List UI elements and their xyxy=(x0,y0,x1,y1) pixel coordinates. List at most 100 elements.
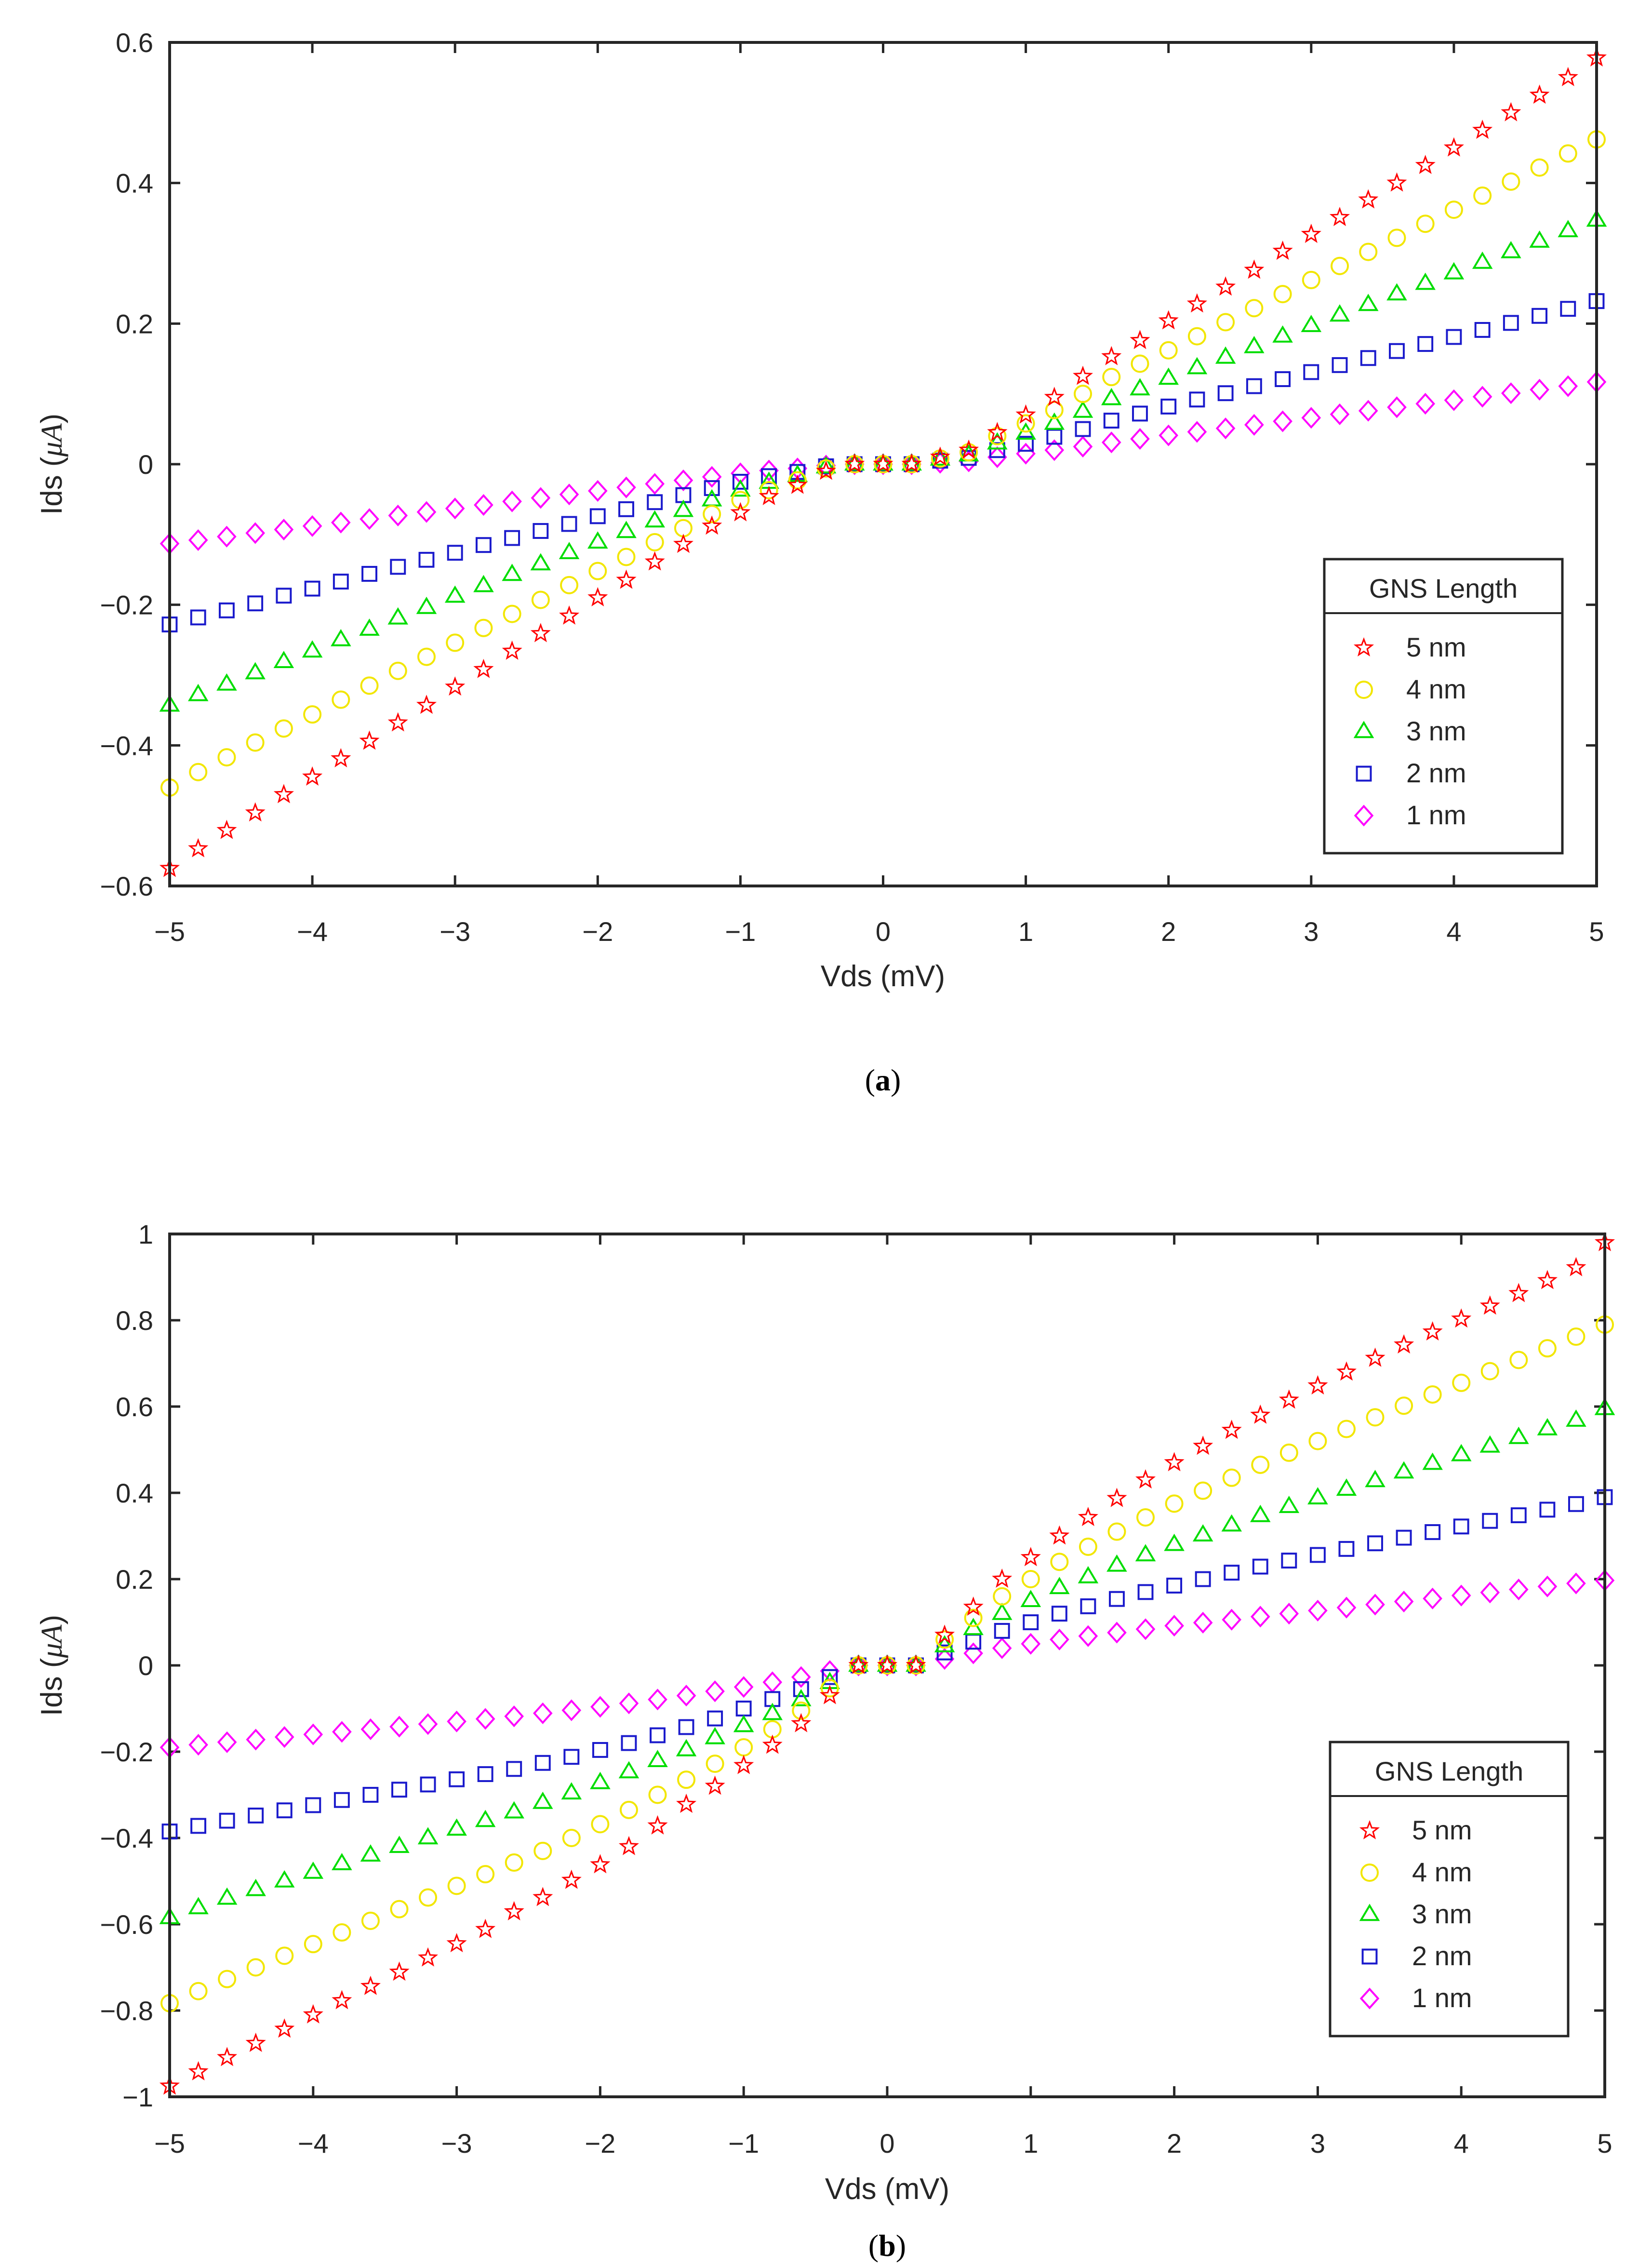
data-point-1nm xyxy=(702,466,722,488)
data-point-3nm xyxy=(1529,230,1550,248)
data-point-1nm xyxy=(1509,1578,1529,1600)
data-point-3nm xyxy=(1393,1461,1414,1479)
data-point-4nm xyxy=(1050,1553,1069,1571)
data-point-5nm xyxy=(759,485,779,505)
data-point-2nm xyxy=(561,516,577,532)
x-tick-label: 3 xyxy=(1310,2128,1325,2159)
x-tick-label: 5 xyxy=(1589,916,1604,947)
data-point-3nm xyxy=(1072,400,1093,418)
data-point-2nm xyxy=(305,1797,321,1813)
data-point-4nm xyxy=(332,690,350,709)
data-point-5nm xyxy=(332,1990,352,2010)
data-point-3nm xyxy=(1101,388,1122,405)
data-point-3nm xyxy=(991,1602,1013,1620)
plot-frame xyxy=(168,1233,1606,2098)
data-point-3nm xyxy=(473,575,494,592)
data-point-4nm xyxy=(1473,186,1492,205)
x-tick-label: −2 xyxy=(585,2128,615,2159)
legend-marker-5nm xyxy=(1359,1820,1380,1839)
data-point-2nm xyxy=(1532,308,1548,324)
data-point-1nm xyxy=(1472,386,1492,408)
data-point-2nm xyxy=(647,494,663,510)
data-point-4nm xyxy=(246,733,265,752)
data-point-5nm xyxy=(644,551,665,571)
data-point-3nm xyxy=(1192,1524,1213,1542)
data-point-1nm xyxy=(533,1702,553,1724)
data-point-5nm xyxy=(1529,84,1550,104)
data-point-2nm xyxy=(1360,350,1376,366)
data-point-4nm xyxy=(303,705,322,724)
data-point-5nm xyxy=(1537,1270,1558,1289)
data-point-4nm xyxy=(275,1946,294,1965)
data-point-3nm xyxy=(1221,1514,1242,1532)
data-point-3nm xyxy=(475,1810,496,1827)
data-point-5nm xyxy=(188,838,209,858)
data-point-4nm xyxy=(706,1755,724,1773)
y-axis-label-prefix: Ids ( xyxy=(35,1658,68,1716)
data-point-2nm xyxy=(1217,385,1234,402)
data-point-5nm xyxy=(1215,276,1236,296)
data-point-5nm xyxy=(418,1947,439,1967)
data-point-4nm xyxy=(820,1679,839,1698)
data-point-5nm xyxy=(702,515,722,535)
data-point-5nm xyxy=(901,453,922,473)
data-point-3nm xyxy=(705,1727,725,1744)
data-point-1nm xyxy=(1273,410,1292,432)
legend-marker-5nm xyxy=(1353,637,1374,657)
data-point-3nm xyxy=(1479,1435,1501,1453)
data-point-5nm xyxy=(1336,1361,1357,1381)
data-point-4nm xyxy=(1273,285,1292,304)
data-point-3nm xyxy=(332,1853,352,1870)
series-5nm xyxy=(159,1232,1615,2095)
data-point-2nm xyxy=(650,1727,666,1743)
data-point-1nm xyxy=(274,519,294,541)
y-tick-label: 0.2 xyxy=(116,1564,153,1595)
y-tick-label: 0 xyxy=(138,449,153,480)
data-point-1nm xyxy=(987,446,1007,468)
data-point-3nm xyxy=(1186,357,1208,375)
y-tick-label: −1 xyxy=(122,2082,153,2112)
data-point-3nm xyxy=(504,1801,525,1819)
data-point-2nm xyxy=(1568,1496,1584,1512)
caption-b: (b) xyxy=(868,2228,906,2263)
data-point-2nm xyxy=(1539,1502,1556,1518)
data-point-2nm xyxy=(533,523,549,539)
data-point-4nm xyxy=(619,1800,638,1819)
tick-marks xyxy=(168,41,1598,887)
data-point-1nm xyxy=(619,1692,639,1715)
data-point-4nm xyxy=(505,1853,523,1872)
data-point-4nm xyxy=(959,443,978,462)
data-point-2nm xyxy=(704,480,720,496)
data-point-1nm xyxy=(1501,382,1521,404)
data-point-1nm xyxy=(1251,1606,1270,1628)
legend-marker-3nm xyxy=(1359,1904,1380,1921)
data-point-5nm xyxy=(733,1755,754,1774)
data-point-3nm xyxy=(877,1654,898,1672)
data-point-5nm xyxy=(387,712,408,732)
data-point-5nm xyxy=(1078,1506,1098,1526)
data-point-2nm xyxy=(1560,301,1576,317)
data-point-4nm xyxy=(361,1911,380,1930)
data-point-4nm xyxy=(993,1587,1012,1606)
data-point-1nm xyxy=(1451,1584,1471,1607)
y-tick-label: −0.2 xyxy=(100,590,153,620)
data-point-5nm xyxy=(787,474,808,494)
legend-markers xyxy=(1353,637,1374,827)
data-point-3nm xyxy=(1106,1554,1127,1572)
data-point-2nm xyxy=(1195,1571,1211,1587)
data-point-4nm xyxy=(1387,228,1406,247)
data-point-2nm xyxy=(477,1766,493,1782)
data-point-2nm xyxy=(1281,1553,1297,1569)
data-point-4nm xyxy=(935,1630,954,1649)
data-point-1nm xyxy=(1135,1618,1156,1640)
data-point-4nm xyxy=(1079,1537,1097,1556)
y-tick-label: 0.6 xyxy=(116,1392,153,1422)
caption-letter: b xyxy=(879,2228,896,2263)
data-point-5nm xyxy=(1443,137,1464,157)
data-point-1nm xyxy=(188,529,208,551)
data-point-1nm xyxy=(1021,1633,1041,1655)
data-point-3nm xyxy=(216,1887,238,1905)
data-point-1nm xyxy=(388,504,408,526)
y-tick-label: 0.6 xyxy=(116,27,153,58)
data-point-4nm xyxy=(217,748,236,767)
